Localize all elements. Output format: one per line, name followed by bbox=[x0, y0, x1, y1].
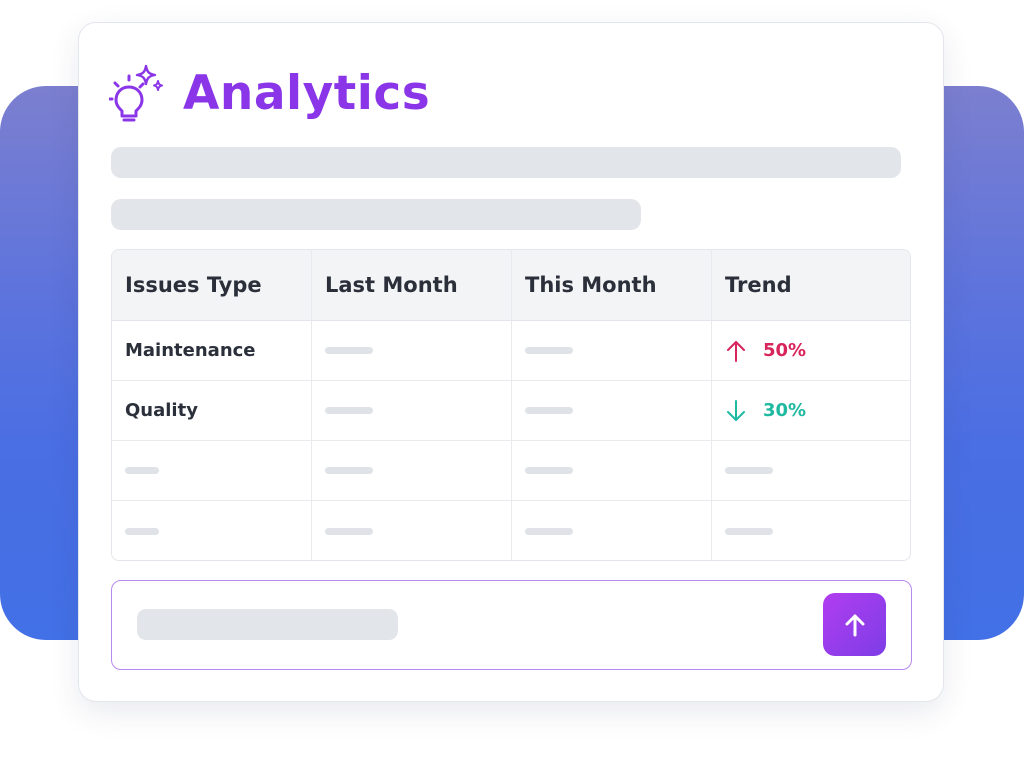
placeholder-line bbox=[111, 147, 901, 178]
arrow-down-icon bbox=[727, 399, 745, 421]
lightbulb-sparkle-icon bbox=[109, 64, 163, 122]
issue-type-cell: Maintenance bbox=[112, 321, 312, 380]
column-header-issues-type[interactable]: Issues Type bbox=[112, 250, 312, 320]
analytics-card: Analytics Issues Type Last Month This Mo… bbox=[78, 22, 944, 702]
placeholder-dash bbox=[525, 467, 573, 474]
placeholder-dash bbox=[325, 467, 373, 474]
placeholder-dash bbox=[325, 407, 373, 414]
table-row[interactable]: Maintenance 50% bbox=[112, 321, 910, 381]
placeholder-dash bbox=[125, 467, 159, 474]
column-header-this-month[interactable]: This Month bbox=[512, 250, 712, 320]
this-month-cell bbox=[512, 321, 712, 380]
placeholder-dash bbox=[125, 527, 159, 535]
table-header-row: Issues Type Last Month This Month Trend bbox=[112, 250, 910, 321]
arrow-up-icon bbox=[727, 340, 745, 362]
card-header: Analytics bbox=[109, 61, 430, 125]
trend-cell bbox=[712, 501, 910, 560]
this-month-cell bbox=[512, 501, 712, 560]
issues-table: Issues Type Last Month This Month Trend … bbox=[111, 249, 911, 561]
issue-type-label: Maintenance bbox=[125, 340, 256, 361]
issue-type-cell: Quality bbox=[112, 381, 312, 440]
send-button[interactable] bbox=[823, 593, 886, 656]
last-month-cell bbox=[312, 381, 512, 440]
page-title: Analytics bbox=[183, 65, 431, 121]
column-header-trend[interactable]: Trend bbox=[725, 273, 792, 297]
placeholder-dash bbox=[325, 347, 373, 354]
trend-value: 50% bbox=[763, 340, 807, 361]
issue-type-cell bbox=[112, 441, 312, 500]
this-month-cell bbox=[512, 441, 712, 500]
prompt-input[interactable] bbox=[137, 609, 398, 640]
trend-indicator: 50% bbox=[725, 339, 806, 363]
trend-value: 30% bbox=[763, 400, 807, 421]
last-month-cell bbox=[312, 321, 512, 380]
placeholder-dash bbox=[725, 527, 773, 535]
trend-cell: 50% bbox=[712, 321, 910, 380]
trend-cell: 30% bbox=[712, 381, 910, 440]
placeholder-dash bbox=[525, 407, 573, 414]
placeholder-dash bbox=[725, 467, 773, 474]
table-row[interactable]: Quality 30% bbox=[112, 381, 910, 441]
placeholder-dash bbox=[525, 347, 573, 354]
last-month-cell bbox=[312, 501, 512, 560]
placeholder-line bbox=[111, 199, 641, 230]
placeholder-dash bbox=[525, 527, 573, 535]
arrow-up-icon bbox=[845, 614, 864, 636]
trend-cell bbox=[712, 441, 910, 500]
this-month-cell bbox=[512, 381, 712, 440]
issue-type-cell bbox=[112, 501, 312, 560]
column-header-last-month[interactable]: Last Month bbox=[312, 250, 512, 320]
table-row[interactable] bbox=[112, 501, 910, 560]
table-row[interactable] bbox=[112, 441, 910, 501]
prompt-composer bbox=[111, 580, 912, 670]
trend-indicator: 30% bbox=[725, 399, 806, 423]
placeholder-dash bbox=[325, 527, 373, 535]
last-month-cell bbox=[312, 441, 512, 500]
issue-type-label: Quality bbox=[125, 400, 198, 421]
